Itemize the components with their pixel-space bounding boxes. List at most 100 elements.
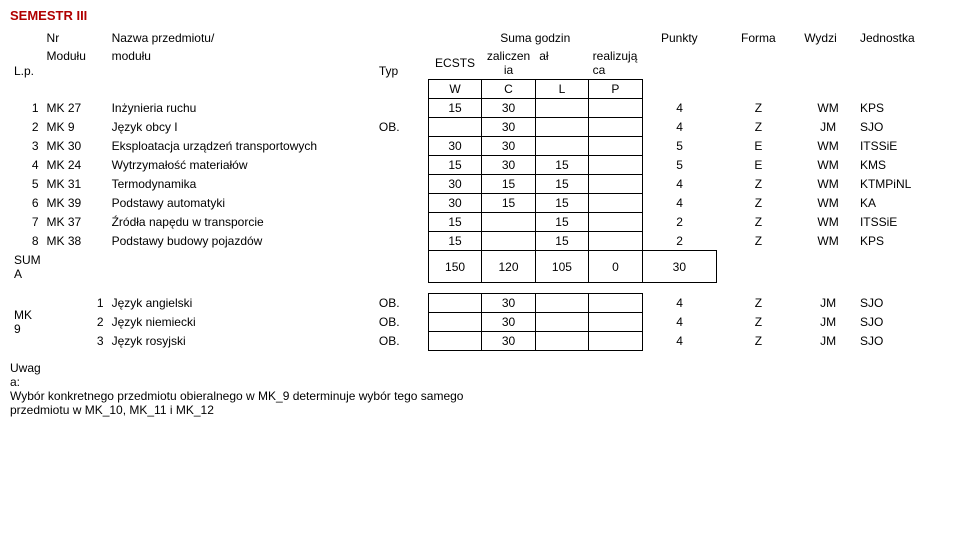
cell: 30 <box>428 194 481 213</box>
hdr-c: C <box>482 80 535 99</box>
header-row-1: L.p. Nr Nazwa przedmiotu/ Typ Suma godzi… <box>10 29 949 47</box>
cell <box>589 175 643 194</box>
table-row: 3MK 30Eksploatacja urządzeń transportowy… <box>10 137 949 156</box>
cell <box>428 332 481 351</box>
table-row: 2Język niemieckiOB.304ZJMSJO <box>10 313 949 332</box>
cell: MK 27 <box>43 99 108 118</box>
table-row: MK 91Język angielskiOB.304ZJMSJO <box>10 294 949 313</box>
cell <box>589 232 643 251</box>
cell <box>375 156 428 175</box>
sum-l: 105 <box>535 251 588 283</box>
cell: Z <box>717 313 801 332</box>
cell: 30 <box>482 294 535 313</box>
cell: 4 <box>642 118 716 137</box>
hdr-p: P <box>589 80 643 99</box>
cell: 4 <box>642 194 716 213</box>
cell: 15 <box>535 194 588 213</box>
table-row: 3Język rosyjskiOB.304ZJMSJO <box>10 332 949 351</box>
cell <box>535 332 588 351</box>
cell: WM <box>800 175 856 194</box>
cell: WM <box>800 99 856 118</box>
cell: 4 <box>642 99 716 118</box>
cell: KA <box>856 194 949 213</box>
cell <box>589 294 642 313</box>
cell: 15 <box>428 156 481 175</box>
cell: Z <box>717 99 801 118</box>
cell: MK 31 <box>43 175 108 194</box>
cell: Język obcy I <box>108 118 375 137</box>
cell <box>375 194 428 213</box>
cell: 15 <box>428 232 481 251</box>
hdr-typ: Typ <box>375 29 428 80</box>
cell: KPS <box>856 232 949 251</box>
cell: Z <box>717 118 801 137</box>
section-title: SEMESTR III <box>10 8 949 23</box>
cell: 5 <box>642 137 716 156</box>
cell: MK 37 <box>43 213 108 232</box>
cell <box>589 118 643 137</box>
cell: 1 <box>10 99 43 118</box>
hdr-wydzi-bot: ał <box>535 47 588 80</box>
cell <box>428 313 481 332</box>
cell: JM <box>800 294 856 313</box>
cell <box>589 313 642 332</box>
cell: SJO <box>856 332 949 351</box>
cell <box>535 137 588 156</box>
cell: OB. <box>375 332 428 351</box>
cell <box>428 118 481 137</box>
main-table: L.p. Nr Nazwa przedmiotu/ Typ Suma godzi… <box>10 29 949 283</box>
cell: Z <box>717 175 801 194</box>
cell: 30 <box>482 313 535 332</box>
cell: KMS <box>856 156 949 175</box>
cell: MK 9 <box>10 294 43 351</box>
cell: E <box>717 156 801 175</box>
cell: SJO <box>856 294 949 313</box>
cell: Eksploatacja urządzeń transportowych <box>108 137 375 156</box>
cell: JM <box>800 332 856 351</box>
cell: WM <box>800 156 856 175</box>
cell <box>428 294 481 313</box>
cell <box>375 213 428 232</box>
lang-table: MK 91Język angielskiOB.304ZJMSJO2Język n… <box>10 293 949 351</box>
header-row-3: W C L P <box>10 80 949 99</box>
cell: SJO <box>856 118 949 137</box>
cell: 30 <box>482 156 535 175</box>
cell: ITSSiE <box>856 213 949 232</box>
cell <box>589 156 643 175</box>
cell: WM <box>800 194 856 213</box>
cell: 6 <box>10 194 43 213</box>
cell: JM <box>800 118 856 137</box>
cell <box>589 137 643 156</box>
cell: MK 39 <box>43 194 108 213</box>
note-line1: Uwag <box>10 361 41 375</box>
cell: 4 <box>642 313 716 332</box>
cell: Wytrzymałość materiałów <box>108 156 375 175</box>
cell: 15 <box>535 232 588 251</box>
sum-label: SUMA <box>10 251 108 283</box>
cell: Język angielski <box>108 294 375 313</box>
cell: 7 <box>10 213 43 232</box>
cell: 30 <box>428 175 481 194</box>
cell: 30 <box>482 99 535 118</box>
hdr-name-bot: modułu <box>108 47 375 80</box>
cell <box>482 213 535 232</box>
cell: Termodynamika <box>108 175 375 194</box>
hdr-nr-top: Nr <box>43 29 108 47</box>
cell: 4 <box>642 332 716 351</box>
hdr-jedn-top: Jednostka <box>856 29 949 47</box>
cell: OB. <box>375 313 428 332</box>
cell: Podstawy automatyki <box>108 194 375 213</box>
cell: 5 <box>10 175 43 194</box>
cell: MK 9 <box>43 118 108 137</box>
cell: MK 38 <box>43 232 108 251</box>
cell <box>375 99 428 118</box>
sum-c: 120 <box>482 251 535 283</box>
cell: WM <box>800 137 856 156</box>
cell: SJO <box>856 313 949 332</box>
cell: 15 <box>535 156 588 175</box>
hdr-lp: L.p. <box>10 29 43 80</box>
cell: 4 <box>642 175 716 194</box>
cell: 1 <box>43 294 108 313</box>
table-row: 8MK 38Podstawy budowy pojazdów15152ZWMKP… <box>10 232 949 251</box>
cell <box>375 137 428 156</box>
